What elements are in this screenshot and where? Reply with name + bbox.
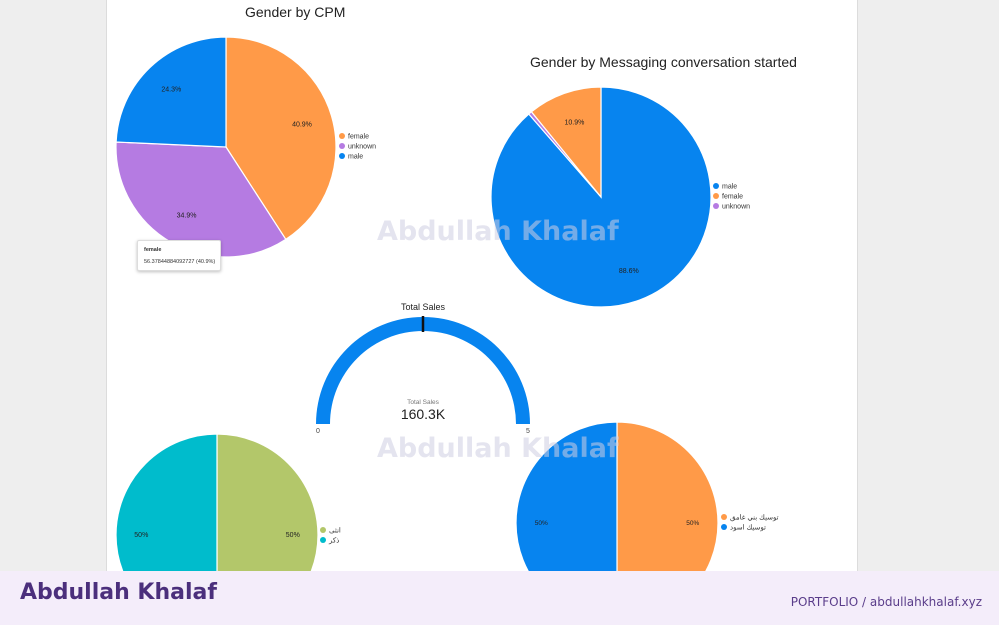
footer-bar: Abdullah Khalaf PORTFOLIO / abdullahkhal… xyxy=(0,571,999,625)
pie-slice-label-0-1: 34.9% xyxy=(177,213,197,220)
pie-slice-label-0-0: 40.9% xyxy=(292,122,312,129)
pie-slice-label-1-2: 10.9% xyxy=(564,119,584,126)
pie-slice-label-0-2: 24.3% xyxy=(161,87,181,94)
pie-slice-4-0[interactable] xyxy=(616,421,719,571)
gauge-inner-label: Total Sales xyxy=(407,399,440,406)
pie-slice-1-2[interactable] xyxy=(530,86,602,199)
pie-slice-label-3-0: 50% xyxy=(286,532,300,539)
pie-slice-3-0[interactable] xyxy=(216,433,319,571)
pie-slice-label-4-1: 50% xyxy=(535,520,548,527)
pie-chart-product-arabic[interactable]: 50% 50% توسيك بني غامق توسيك اسود xyxy=(515,421,779,571)
pie-slice-3-1[interactable] xyxy=(115,433,218,571)
legend-label-4-0[interactable]: توسيك بني غامق xyxy=(730,514,779,522)
charts-canvas: 40.9% 34.9% 24.3% female unknown male 88.6% 10… xyxy=(115,36,779,571)
tooltip-value: 56.37844884092727 (40.9%) xyxy=(144,259,216,265)
legend-swatch-1-1 xyxy=(713,193,719,199)
legend-swatch-1-0 xyxy=(713,183,719,189)
legend-label-1-0[interactable]: male xyxy=(722,184,737,191)
chart-3-title: Total Sales xyxy=(401,302,446,312)
legend-label-1-1[interactable]: female xyxy=(722,194,743,201)
legend-label-0-2[interactable]: male xyxy=(348,154,363,161)
legend-label-3-1[interactable]: ذكر xyxy=(328,537,339,545)
tooltip-title: female xyxy=(144,247,162,253)
legend-label-0-0[interactable]: female xyxy=(348,134,369,141)
footer-portfolio-link[interactable]: PORTFOLIO / abdullahkhalaf.xyz xyxy=(790,595,982,609)
legend-label-1-2[interactable]: unknown xyxy=(722,204,750,211)
pie-slice-label-4-0: 50% xyxy=(686,520,699,527)
pie-slice-label-3-1: 50% xyxy=(134,532,148,539)
legend-swatch-3-0 xyxy=(320,527,326,533)
legend-swatch-4-1 xyxy=(721,524,727,530)
gauge-min-label: 0 xyxy=(316,428,320,435)
pie-chart-gender-by-messaging[interactable]: 88.6% 10.9% male female unknown xyxy=(490,86,750,308)
pie-chart-gender-by-cpm[interactable]: 40.9% 34.9% 24.3% female unknown male xyxy=(115,36,376,258)
legend-label-4-1[interactable]: توسيك اسود xyxy=(730,524,766,532)
legend-label-0-1[interactable]: unknown xyxy=(348,144,376,151)
chart-1-title: Gender by CPM xyxy=(245,4,346,20)
legend-label-3-0[interactable]: انثى xyxy=(329,527,341,535)
pie-slice-4-1[interactable] xyxy=(515,421,618,571)
legend-swatch-3-1 xyxy=(320,537,326,543)
legend-swatch-4-0 xyxy=(721,514,727,520)
pie-slice-label-1-0: 88.6% xyxy=(619,268,639,275)
legend-swatch-0-2 xyxy=(339,153,345,159)
legend-swatch-0-1 xyxy=(339,143,345,149)
gauge-max-label: 5 xyxy=(526,428,530,435)
legend-swatch-1-2 xyxy=(713,203,719,209)
footer-brand[interactable]: Abdullah Khalaf xyxy=(20,580,217,605)
gauge-arc xyxy=(316,317,530,424)
pie-tooltip: female 56.37844884092727 (40.9%) xyxy=(137,240,221,271)
legend-swatch-0-0 xyxy=(339,133,345,139)
pie-chart-gender-arabic[interactable]: 50% 50% انثى ذكر xyxy=(115,433,341,571)
chart-2-title: Gender by Messaging conversation started xyxy=(530,54,797,70)
pie-slice-0-2[interactable] xyxy=(115,36,227,148)
gauge-value: 160.3K xyxy=(401,406,446,422)
